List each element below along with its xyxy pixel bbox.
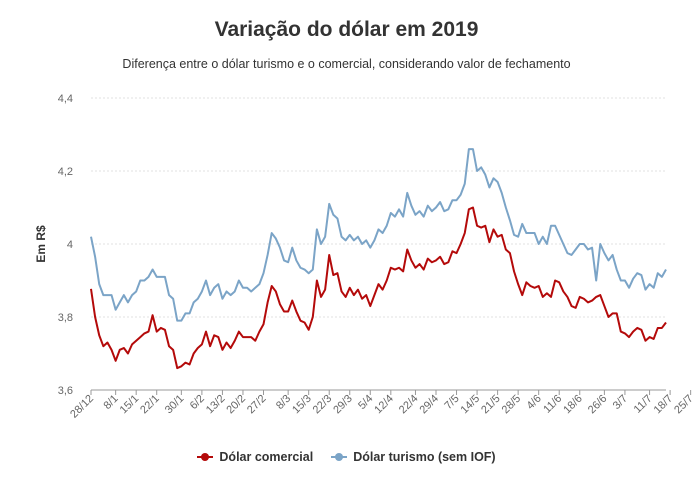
x-tick-label: 18/7 <box>652 393 676 417</box>
x-tick-label: 30/1 <box>163 393 187 417</box>
gridlines <box>91 97 666 391</box>
x-tick-label: 18/6 <box>561 393 585 417</box>
x-tick-label: 14/5 <box>459 393 483 417</box>
series-line-0 <box>90 206 667 370</box>
x-tick-label: 13/2 <box>204 393 228 417</box>
chart-title: Variação do dólar em 2019 <box>214 18 479 41</box>
x-tick-label: 28/5 <box>500 393 524 417</box>
x-tick-label: 20/2 <box>224 393 248 417</box>
x-tick-label: 27/2 <box>245 393 269 417</box>
legend-item-comercial[interactable]: Dólar comercial <box>197 450 313 464</box>
y-tick-label: 4,2 <box>58 166 73 178</box>
x-tick-label: 21/5 <box>479 393 503 417</box>
x-tick-label: 29/4 <box>417 393 441 417</box>
x-tick-label: 22/1 <box>138 393 162 417</box>
y-tick-label: 3,6 <box>58 385 73 397</box>
y-tick-label: 4 <box>67 239 73 251</box>
x-tick-label: 15/3 <box>290 393 314 417</box>
legend-swatch-turismo <box>331 452 348 462</box>
legend-label-comercial: Dólar comercial <box>219 450 314 464</box>
legend-label-turismo: Dólar turismo (sem IOF) <box>353 450 496 464</box>
series-line-1 <box>90 148 667 322</box>
x-tick-label: 15/1 <box>118 393 142 417</box>
y-axis: 3,6 3,8 4 4,2 4,4 <box>58 93 73 397</box>
series-lines <box>90 148 667 370</box>
x-tick-label: 29/3 <box>331 393 355 417</box>
x-tick-label: 26/6 <box>586 393 610 417</box>
x-tick-label: 22/3 <box>311 393 335 417</box>
x-axis: 28/12 8/115/122/1 30/1 6/213/220/227/2 8/315… <box>68 390 693 421</box>
legend: Dólar comercial Dólar turismo (sem IOF) <box>0 450 693 464</box>
y-tick-label: 3,8 <box>58 312 73 324</box>
x-tick-label: 3/7 <box>611 393 630 412</box>
x-tick-label: 4/6 <box>524 393 543 412</box>
legend-swatch-comercial <box>197 452 214 462</box>
x-tick-label: 11/7 <box>632 393 655 416</box>
y-axis-label: Em R$ <box>34 225 48 263</box>
chart-subtitle: Diferença entre o dólar turismo e o come… <box>122 57 571 71</box>
x-tick-label: 22/4 <box>397 393 421 417</box>
x-tick-label: 12/4 <box>372 393 396 417</box>
x-tick-label: 25/7 <box>672 393 693 417</box>
x-tick-label: 11/6 <box>541 393 564 416</box>
legend-item-turismo[interactable]: Dólar turismo (sem IOF) <box>331 450 496 464</box>
y-tick-label: 4,4 <box>58 93 73 105</box>
